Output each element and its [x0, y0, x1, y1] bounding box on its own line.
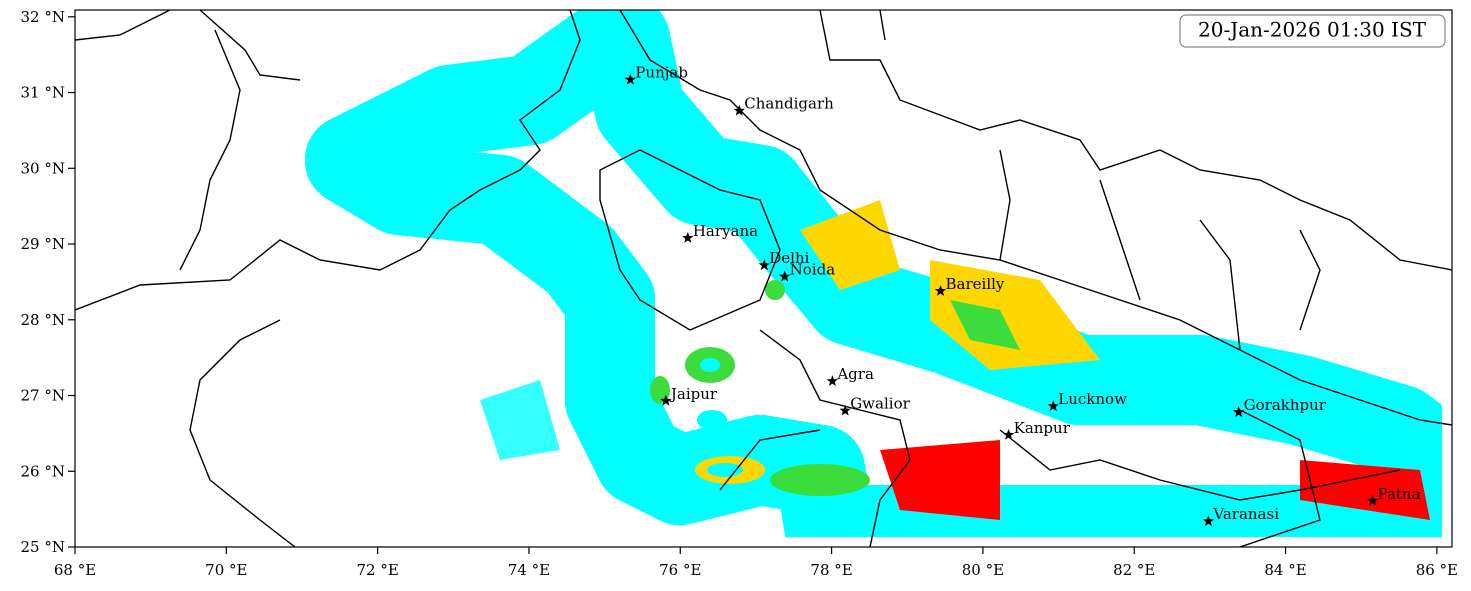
city-label: Haryana — [693, 222, 758, 240]
city-label: Kanpur — [1014, 419, 1071, 437]
city-marker — [1002, 428, 1015, 440]
city-marker — [839, 404, 851, 416]
y-tick-label: 30 °N — [21, 159, 65, 177]
city-marker — [826, 375, 839, 386]
x-tick-label: 74 °E — [508, 561, 550, 579]
city-label: Jaipur — [669, 385, 718, 403]
city-marker — [660, 394, 672, 406]
city-label: Patna — [1378, 485, 1421, 503]
y-tick-label: 28 °N — [21, 311, 65, 329]
city-label: Gwalior — [850, 395, 910, 413]
city-marker — [624, 73, 636, 85]
city-marker — [758, 259, 770, 271]
city-label: Gorakhpur — [1244, 396, 1327, 414]
x-tick-label: 70 °E — [205, 561, 247, 579]
city-label: Chandigarh — [744, 95, 834, 113]
timestamp: 20-Jan-2026 01:30 IST — [1198, 18, 1427, 42]
fog-field — [305, 10, 1442, 537]
city-label: Delhi — [769, 249, 809, 267]
x-tick-label: 86 °E — [1416, 561, 1458, 579]
x-tick-label: 72 °E — [356, 561, 398, 579]
timestamp-box — [1179, 14, 1446, 48]
city-label: Varanasi — [1212, 505, 1279, 523]
city-marker — [1232, 406, 1245, 417]
city-marker — [1047, 400, 1059, 411]
y-tick-label: 29 °N — [21, 235, 65, 253]
x-tick-label: 78 °E — [810, 561, 852, 579]
y-tick-label: 27 °N — [21, 387, 65, 405]
x-tick-label: 84 °E — [1264, 561, 1306, 579]
city-label: Punjab — [635, 64, 688, 82]
city-marker — [1202, 515, 1215, 527]
y-tick-label: 25 °N — [21, 538, 65, 556]
city-label: Noida — [790, 261, 836, 279]
plot-frame — [74, 9, 1453, 548]
city-marker — [779, 270, 791, 282]
city-label: Agra — [836, 365, 874, 383]
y-tick-label: 31 °N — [21, 84, 65, 102]
y-tick-label: 32 °N — [21, 8, 65, 26]
city-label: Lucknow — [1058, 390, 1127, 408]
y-tick-label: 26 °N — [21, 462, 65, 480]
x-tick-label: 68 °E — [54, 561, 96, 579]
city-marker — [733, 104, 745, 116]
city-marker — [934, 285, 947, 296]
borders — [75, 10, 1452, 547]
city-label: Bareilly — [946, 275, 1005, 293]
x-tick-label: 82 °E — [1113, 561, 1155, 579]
city-marker — [1366, 494, 1379, 506]
city-marker — [682, 232, 694, 243]
x-tick-label: 76 °E — [659, 561, 701, 579]
x-tick-label: 80 °E — [962, 561, 1004, 579]
